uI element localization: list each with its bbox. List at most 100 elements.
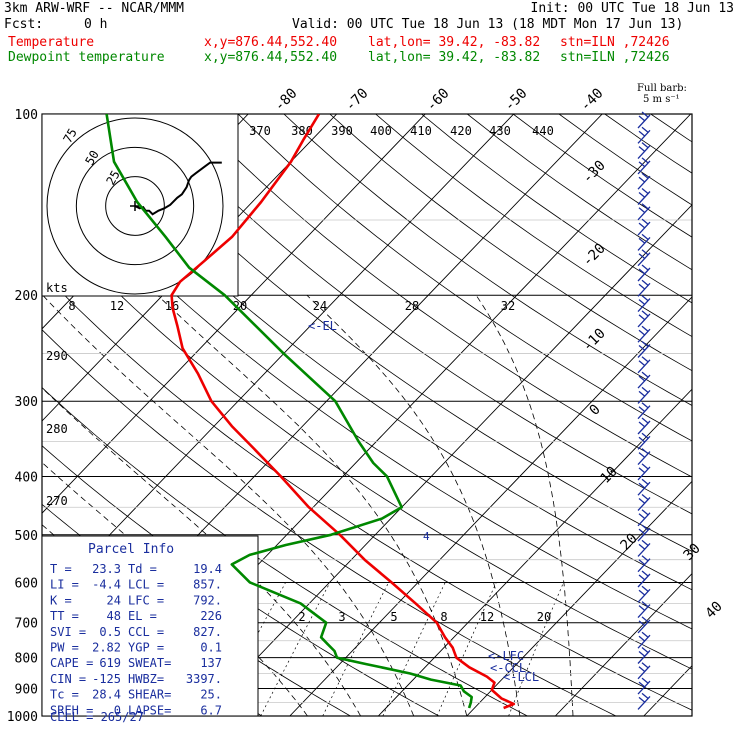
parcel-info-value: LCL =	[128, 578, 164, 592]
hodograph-units-label: kts	[46, 281, 68, 295]
wind-barb-flag	[641, 325, 649, 332]
wind-barb-flag	[641, 279, 649, 286]
parcel-info-value: K =	[50, 593, 72, 607]
pressure-tick-label: 200	[15, 289, 38, 304]
model-title: 3km ARW-WRF -- NCAR/MMM	[4, 1, 185, 16]
wind-barb-staff	[637, 680, 651, 695]
parcel-info-value: 19.4	[193, 562, 222, 576]
parcel-info-value: TT =	[50, 609, 79, 623]
pressure-tick-label: 500	[15, 529, 38, 544]
wind-barb-staff	[637, 650, 651, 664]
wind-barb-staff	[637, 466, 651, 481]
wind-barb-flag	[638, 651, 646, 657]
theta-top-label: 420	[450, 124, 472, 138]
wind-barb-staff	[637, 619, 651, 634]
parcel-info-value: 23.3	[92, 562, 121, 576]
wind-barb-staff	[637, 175, 651, 190]
wind-barb-staff	[637, 389, 651, 404]
mixing-ratio-line	[436, 582, 497, 716]
hodograph-ring	[46, 117, 224, 295]
dry-adiabat-line	[283, 114, 692, 406]
isotherm-right-label: -10	[580, 326, 609, 355]
wind-barb-flag	[638, 130, 646, 137]
wind-barb-staff	[637, 604, 651, 619]
wind-barb-flag	[641, 371, 649, 378]
wind-barb-flag	[641, 126, 649, 133]
wind-barb-flag	[641, 356, 649, 363]
wind-barb-flag	[641, 601, 649, 608]
barb-note-line2: 5 m s⁻¹	[643, 94, 680, 105]
wind-barb-flag	[638, 360, 646, 367]
dewpoint-latlon: lat,lon= 39.42, -83.82	[368, 50, 541, 65]
wind-barb-flag	[638, 176, 646, 183]
dry-adiabat-line	[650, 114, 692, 143]
wind-barb-flag	[641, 233, 649, 240]
wind-barb-flag	[641, 172, 649, 179]
wind-barb-flag	[641, 249, 649, 256]
wind-barb-flag	[638, 253, 646, 260]
pressure-tick-label: 800	[15, 652, 38, 667]
pressure-tick-label: 600	[15, 576, 38, 591]
parcel-info-value: 6.7	[200, 703, 222, 717]
wind-barb-flag	[638, 192, 646, 198]
forecast-hour: 0 h	[84, 17, 108, 32]
parcel-info-box	[41, 535, 259, 717]
wind-barb-flag	[638, 207, 646, 214]
isotherm-top-label: -70	[342, 85, 371, 114]
wind-barb-flag	[641, 142, 649, 149]
wind-barb-flag	[638, 498, 646, 504]
hodograph-ring	[75, 146, 195, 266]
parcel-info-value: LFC =	[128, 593, 164, 607]
wind-barb-staff	[637, 512, 651, 527]
parcel-info-value: 2.82	[92, 641, 121, 655]
parcel-info-value: SVI =	[50, 625, 86, 639]
mixing-ratio-label: 20	[537, 610, 551, 624]
wind-barb-flag	[641, 264, 649, 271]
wind-barb-flag	[638, 146, 646, 153]
wind-barb-flag	[638, 406, 646, 413]
isotherm-line	[42, 114, 338, 422]
pressure-tick-label: 700	[15, 617, 38, 632]
theta-e-label: 8	[68, 299, 75, 313]
theta-e-label: 12	[110, 299, 124, 313]
isotherm-line	[200, 204, 692, 716]
dewpoint-legend: Dewpoint temperature	[8, 50, 165, 65]
wind-barb-flag	[641, 616, 649, 623]
parcel-info-value: 619	[99, 656, 121, 670]
wind-barb-staff	[637, 114, 651, 129]
theta-top-label: 410	[410, 124, 432, 138]
wind-barb-staff	[637, 328, 651, 343]
mixing-ratio-label: 2	[298, 610, 305, 624]
mixing-ratio-label: 5	[390, 610, 397, 624]
wind-barb-flag	[641, 417, 649, 424]
theta-top-label: 390	[331, 124, 353, 138]
wind-barb-flag	[638, 375, 646, 382]
parcel-info-value: SREH =	[50, 703, 93, 717]
parcel-info-value: EL =	[128, 609, 157, 623]
wind-barb-flag	[638, 666, 646, 673]
wind-barb-staff	[637, 374, 651, 389]
wind-barb-staff	[637, 267, 651, 282]
parcel-info-value: CCL =	[128, 625, 164, 639]
wind-barb-staff	[637, 527, 651, 542]
wind-barb-staff	[637, 573, 651, 588]
parcel-info-value: T =	[50, 562, 72, 576]
wind-barb-staff	[637, 252, 651, 267]
wind-barb-staff	[637, 191, 651, 205]
parcel-info-value: Td =	[128, 562, 157, 576]
wind-barb-flag	[638, 237, 646, 244]
dry-adiabat-line	[558, 114, 692, 206]
parcel-info-value: 827.	[193, 625, 222, 639]
isotherm-right-label: -30	[580, 158, 609, 187]
wind-barb-staff	[637, 695, 651, 710]
parcel-info-value: YGP =	[128, 641, 164, 655]
parcel-info-value: Tc =	[50, 688, 79, 702]
temperature-latlon: lat,lon= 39.42, -83.82	[368, 35, 541, 50]
isotherm-line	[42, 114, 515, 607]
isotherm-line	[732, 114, 740, 716]
wind-barb-staff	[637, 282, 651, 297]
moist-adiabat-line	[306, 294, 521, 716]
isotherm-line	[554, 572, 692, 716]
temperature-station: stn=ILN ,72426	[560, 35, 670, 50]
